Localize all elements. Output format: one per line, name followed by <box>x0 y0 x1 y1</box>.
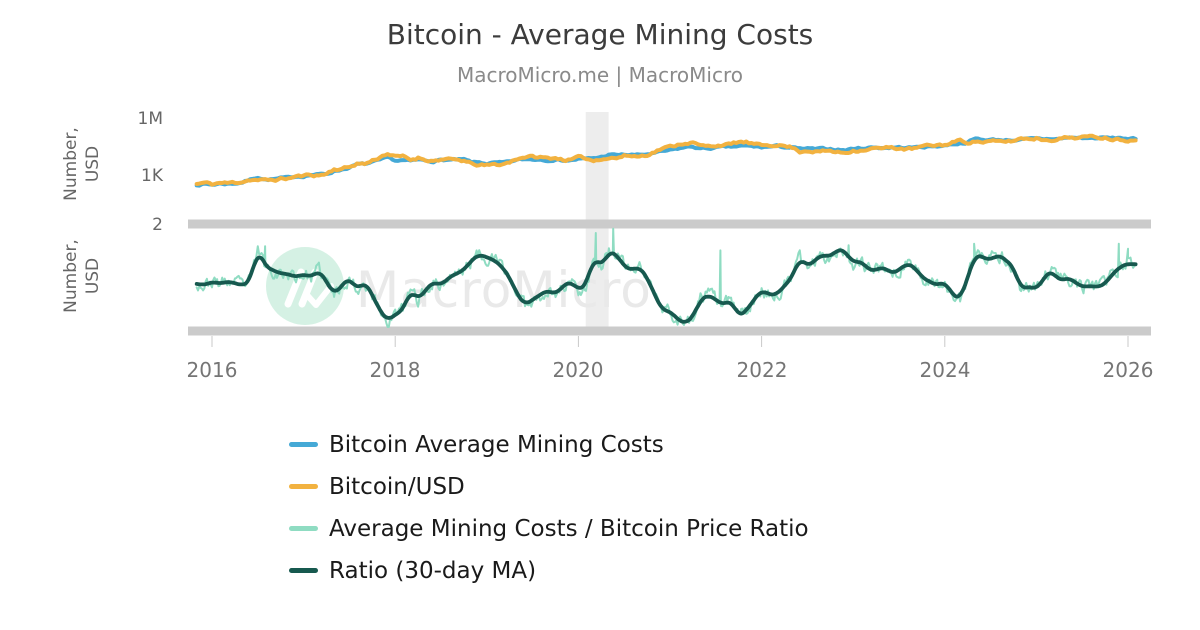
legend-label: Average Mining Costs / Bitcoin Price Rat… <box>329 515 809 542</box>
watermark: MacroMicro <box>266 247 651 325</box>
chart-subtitle: MacroMicro.me | MacroMicro <box>457 63 743 87</box>
xlabel-2024: 2024 <box>919 358 971 382</box>
ytick-bottom-2: 2 <box>152 215 163 235</box>
ytick-top-1K: 1K <box>141 166 163 186</box>
legend-label: Bitcoin/USD <box>329 473 465 500</box>
series-layer <box>194 133 1138 328</box>
bands-layer <box>188 112 1151 347</box>
xlabel-2026: 2026 <box>1102 358 1154 382</box>
legend-swatch-ratio-icon <box>289 526 318 531</box>
xlabel-2018: 2018 <box>369 358 421 382</box>
legend-label: Bitcoin Average Mining Costs <box>329 431 664 458</box>
legend-item-ratio-ma[interactable]: Ratio (30-day MA) <box>289 557 809 584</box>
ytick-top-1M: 1M <box>137 109 163 129</box>
legend-item-ratio[interactable]: Average Mining Costs / Bitcoin Price Rat… <box>289 515 809 542</box>
xlabel-2016: 2016 <box>186 358 238 382</box>
legend: Bitcoin Average Mining Costs Bitcoin/USD… <box>289 432 809 600</box>
chart-title: Bitcoin - Average Mining Costs <box>386 18 814 51</box>
legend-item-btc-usd[interactable]: Bitcoin/USD <box>289 473 809 500</box>
legend-swatch-btc-usd-icon <box>289 484 318 489</box>
legend-label: Ratio (30-day MA) <box>329 557 537 584</box>
xlabel-2022: 2022 <box>736 358 788 382</box>
legend-swatch-mining-costs-icon <box>289 442 318 447</box>
xlabel-2020: 2020 <box>552 358 604 382</box>
legend-item-mining-costs[interactable]: Bitcoin Average Mining Costs <box>289 431 809 458</box>
legend-swatch-ratio-ma-icon <box>289 568 318 573</box>
